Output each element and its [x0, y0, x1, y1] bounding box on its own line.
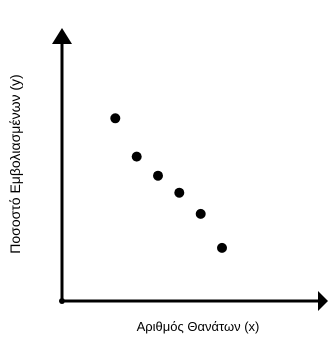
- origin-dot: [59, 298, 65, 304]
- data-point-4: [174, 187, 185, 198]
- data-point-2: [131, 151, 142, 162]
- data-points: [110, 113, 227, 253]
- y-axis-arrow: [52, 28, 72, 44]
- x-axis-label: Αριθμός Θανάτων (x): [137, 319, 260, 334]
- y-axis-label: Ποσοστό Εμβολιασμένων (y): [7, 74, 23, 253]
- data-point-6: [217, 242, 227, 253]
- data-point-5: [195, 208, 206, 219]
- x-axis-arrow: [318, 291, 328, 311]
- data-point-3: [153, 170, 163, 181]
- data-point-1: [110, 113, 121, 124]
